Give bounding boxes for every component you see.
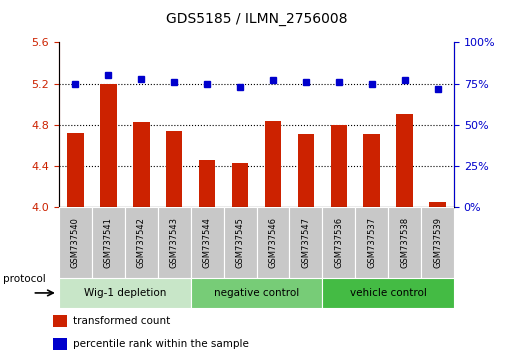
Text: GSM737543: GSM737543 — [170, 217, 179, 268]
Bar — [397, 114, 413, 207]
Bar — [298, 134, 314, 207]
Bar — [191, 278, 322, 308]
Text: negative control: negative control — [214, 288, 299, 298]
Bar — [330, 125, 347, 207]
Text: GSM737539: GSM737539 — [433, 217, 442, 268]
Bar — [53, 315, 67, 327]
Text: GSM737540: GSM737540 — [71, 217, 80, 268]
Text: GSM737536: GSM737536 — [334, 217, 343, 268]
Bar — [322, 207, 355, 278]
Bar — [59, 278, 191, 308]
Text: GSM737544: GSM737544 — [203, 217, 212, 268]
Text: GSM737546: GSM737546 — [268, 217, 278, 268]
Text: percentile rank within the sample: percentile rank within the sample — [73, 339, 249, 349]
Bar — [59, 207, 92, 278]
Bar — [265, 121, 281, 207]
Bar — [191, 207, 224, 278]
Bar — [199, 160, 215, 207]
Text: transformed count: transformed count — [73, 316, 170, 326]
Text: GDS5185 / ILMN_2756008: GDS5185 / ILMN_2756008 — [166, 12, 347, 27]
Bar — [388, 207, 421, 278]
Bar — [125, 207, 158, 278]
Bar — [355, 207, 388, 278]
Bar — [256, 207, 289, 278]
Text: GSM737545: GSM737545 — [235, 217, 245, 268]
Bar — [100, 84, 116, 207]
Text: GSM737537: GSM737537 — [367, 217, 376, 268]
Text: vehicle control: vehicle control — [350, 288, 427, 298]
Bar — [232, 163, 248, 207]
Bar — [67, 133, 84, 207]
Bar — [224, 207, 256, 278]
Text: GSM737538: GSM737538 — [400, 217, 409, 268]
Bar — [289, 207, 322, 278]
Text: Wig-1 depletion: Wig-1 depletion — [84, 288, 166, 298]
Bar — [158, 207, 191, 278]
Text: GSM737547: GSM737547 — [301, 217, 310, 268]
Bar — [133, 122, 149, 207]
Text: protocol: protocol — [3, 274, 45, 284]
Text: GSM737541: GSM737541 — [104, 217, 113, 268]
Bar — [166, 131, 183, 207]
Bar — [92, 207, 125, 278]
Bar — [53, 338, 67, 350]
Bar — [322, 278, 454, 308]
Text: GSM737542: GSM737542 — [137, 217, 146, 268]
Bar — [421, 207, 454, 278]
Bar — [364, 134, 380, 207]
Bar — [429, 202, 446, 207]
